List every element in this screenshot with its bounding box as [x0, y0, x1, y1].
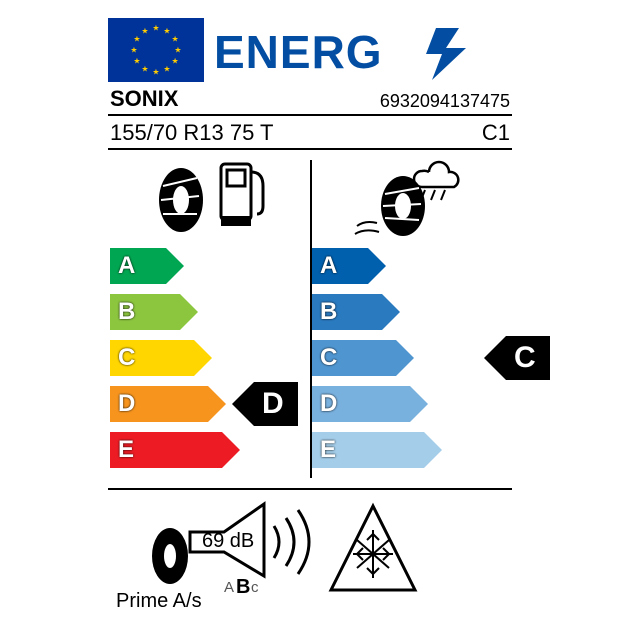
- energy-logo: ENERG: [214, 18, 484, 82]
- main-panel: ABCDE D: [108, 150, 512, 490]
- fuel-arrow-letter-a: A: [118, 248, 135, 284]
- noise-class-b: B: [236, 576, 250, 596]
- fuel-column: ABCDE D: [108, 150, 310, 488]
- wet-arrow-letter-a: A: [320, 248, 337, 284]
- model-name: Prime A/s: [116, 590, 202, 613]
- fuel-rating-marker: D: [254, 382, 298, 426]
- fuel-arrow-letter-d: D: [118, 386, 135, 422]
- eu-flag: ★★★★★★★★★★★★: [108, 18, 204, 82]
- wet-column: ABCDE C: [310, 150, 512, 488]
- fuel-pictogram: [149, 156, 269, 236]
- brand-row: SONIX 6932094137475: [108, 82, 512, 116]
- size-row: 155/70 R13 75 T C1: [108, 116, 512, 150]
- tyre-class: C1: [482, 120, 510, 146]
- noise-class-c: c: [251, 579, 259, 596]
- wet-arrow-letter-b: B: [320, 294, 337, 330]
- energy-word: ENERG: [214, 26, 383, 78]
- noise-db: 69 dB: [202, 530, 254, 552]
- wet-arrow-letter-d: D: [320, 386, 337, 422]
- fuel-arrow-letter-c: C: [118, 340, 135, 376]
- fuel-arrow-letter-e: E: [118, 432, 134, 468]
- fuel-rating-letter: D: [262, 382, 284, 426]
- noise-class-a: A: [224, 579, 234, 596]
- bottom-panel: 69 dB A B c: [108, 490, 512, 620]
- tyre-size: 155/70 R13 75 T: [110, 120, 274, 146]
- brand-name: SONIX: [110, 86, 178, 112]
- wet-arrow-letter-c: C: [320, 340, 337, 376]
- wet-pictogram: [351, 156, 471, 236]
- wet-rating-marker: C: [506, 336, 550, 380]
- wet-rating-letter: C: [514, 336, 536, 380]
- noise-pictogram: 69 dB A B c: [140, 496, 340, 596]
- header: ★★★★★★★★★★★★ ENERG: [108, 18, 512, 82]
- fuel-arrow-letter-b: B: [118, 294, 135, 330]
- snow-pictogram: [323, 500, 423, 600]
- wet-arrow-letter-e: E: [320, 432, 336, 468]
- ean-code: 6932094137475: [380, 91, 510, 112]
